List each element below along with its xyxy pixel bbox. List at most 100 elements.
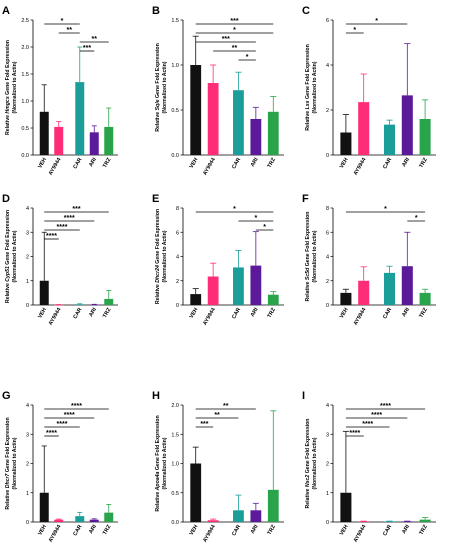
significance-label: **** [64,215,75,222]
significance-label: **** [46,233,57,240]
y-label-prefix: Relative [5,114,11,135]
y-tick-label: 0 [326,153,329,159]
y-tick-label: 0 [26,303,29,309]
significance-label: **** [362,421,373,428]
x-tick-label-AY9944: AY9944 [353,524,368,543]
panel-letter: F [302,193,309,205]
bar-AY9944 [358,102,370,155]
x-tick-label-TRZ: TRZ [267,523,278,536]
y-label-gene: Dhcr7 [5,472,11,488]
bar-AY9944 [358,280,370,305]
significance-label: ** [67,27,73,34]
y-axis-label: Relative Apoa4a Gene Fold Expression [155,415,161,511]
y-label-suffix: Gene Fold Expression [155,415,161,471]
bar-CAR [75,82,85,155]
bar-TRZ [267,294,279,305]
y-tick-label: 0 [26,520,29,526]
bar-VEH [39,492,49,522]
y-tick-label: 2 [26,462,29,468]
y-label-suffix: Gene Fold Expression [5,417,11,473]
significance-label: *** [230,18,238,25]
x-tick-label-TRZ: TRZ [102,156,113,169]
y-tick-label: 0.5 [171,491,179,497]
x-tick-label-AY9944: AY9944 [48,307,63,326]
x-tick-label-CAR: CAR [382,157,393,170]
y-axis-label-2: (Normalized to Actin) [162,437,168,489]
y-axis-label-2: (Normalized to Actin) [12,230,18,282]
x-tick-label-AY9944: AY9944 [353,307,368,326]
y-tick-label: 1 [326,491,329,497]
x-tick-label-CAR: CAR [231,157,242,170]
significance-label: * [233,206,236,213]
bar-ARI [250,510,262,522]
panel-H: H 0.0 0.5 1.0 1.5 2.0 Relative Apoa4a Gene Fol… [152,390,284,543]
significance-label: * [246,54,249,61]
y-tick-label: 1.0 [171,462,179,468]
panel-A: A 0.0 0.5 1.0 1.5 2.0 2.5 Relative Hmgcs Gene F… [2,5,118,176]
y-tick-label: 3 [326,432,329,438]
y-axis-label: Relative Dhcr24 Gene Fold Expression [155,209,161,304]
significance-label: *** [72,206,80,213]
bar-TRZ [419,519,431,522]
y-axis-label: Relative Cyp51 Gene Fold Expression [5,210,11,303]
significance-label: ** [214,412,220,419]
y-tick-label: 2 [326,279,329,285]
y-label-suffix: Gene Fold Expression [155,209,161,265]
bar-VEH [340,292,352,305]
y-label-prefix: Relative [155,283,161,304]
y-label-prefix: Relative [155,490,161,511]
y-tick-label: 0.0 [21,153,29,159]
y-label-gene: Hmgcs [5,96,11,113]
x-tick-label-ARI: ARI [88,307,98,318]
y-tick-label: 0 [326,520,329,526]
x-tick-label-VEH: VEH [339,157,350,170]
y-tick-label: 4 [176,255,179,261]
x-tick-label-AY9944: AY9944 [353,157,368,176]
panel-letter: D [2,193,10,205]
y-tick-label: 0.0 [171,153,179,159]
significance-label: *** [200,421,208,428]
significance-label: * [415,215,418,222]
x-tick-label-CAR: CAR [72,524,83,537]
significance-label: **** [57,421,68,428]
panel-letter: G [2,390,11,402]
panel-B: B 0.0 0.5 1.0 1.5 Relative Sqle Gene Fold Exp… [152,5,284,176]
x-tick-label-CAR: CAR [231,307,242,320]
x-tick-label-TRZ: TRZ [418,156,429,169]
panel-F: F 0 2 4 6 8 Relative Sc5d Gene Fold Expression… [302,193,436,326]
y-tick-label: 8 [326,206,329,212]
bar-CAR [233,267,244,305]
y-axis-label: Relative Lss Gene Fold Expression [305,44,311,131]
y-tick-label: 1.5 [171,18,179,24]
bar-AY9944 [207,520,219,522]
x-tick-label-ARI: ARI [250,157,260,168]
y-label-gene: Dhcr24 [155,265,161,283]
bar-TRZ [104,298,114,305]
x-tick-label-VEH: VEH [339,524,350,537]
x-tick-label-AY9944: AY9944 [202,524,217,543]
bar-ARI [89,519,99,522]
bar-AY9944 [207,276,219,305]
x-tick-label-ARI: ARI [88,524,98,535]
y-label-gene: Nsc2 [305,475,311,488]
y-axis-label-2: (Normalized to Actin) [312,61,318,113]
x-tick-label-TRZ: TRZ [267,156,278,169]
y-axis-label-2: (Normalized to Actin) [312,437,318,489]
bar-VEH [190,294,202,305]
x-tick-label-CAR: CAR [231,524,242,537]
y-tick-label: 4 [26,403,29,409]
x-tick-label-ARI: ARI [250,524,260,535]
y-label-prefix: Relative [305,109,311,130]
x-tick-label-VEH: VEH [189,307,200,320]
bar-VEH [39,111,49,155]
y-tick-label: 4 [326,63,329,69]
x-tick-label-CAR: CAR [382,524,393,537]
y-label-gene: Apoa4a [155,471,161,491]
y-label-prefix: Relative [305,280,311,301]
panel-letter: I [302,390,305,402]
y-tick-label: 1.0 [171,63,179,69]
bar-TRZ [104,126,114,155]
panel-G: G 0 1 2 3 4 Relative Dhcr7 Gene Fold Expressio… [2,390,118,543]
